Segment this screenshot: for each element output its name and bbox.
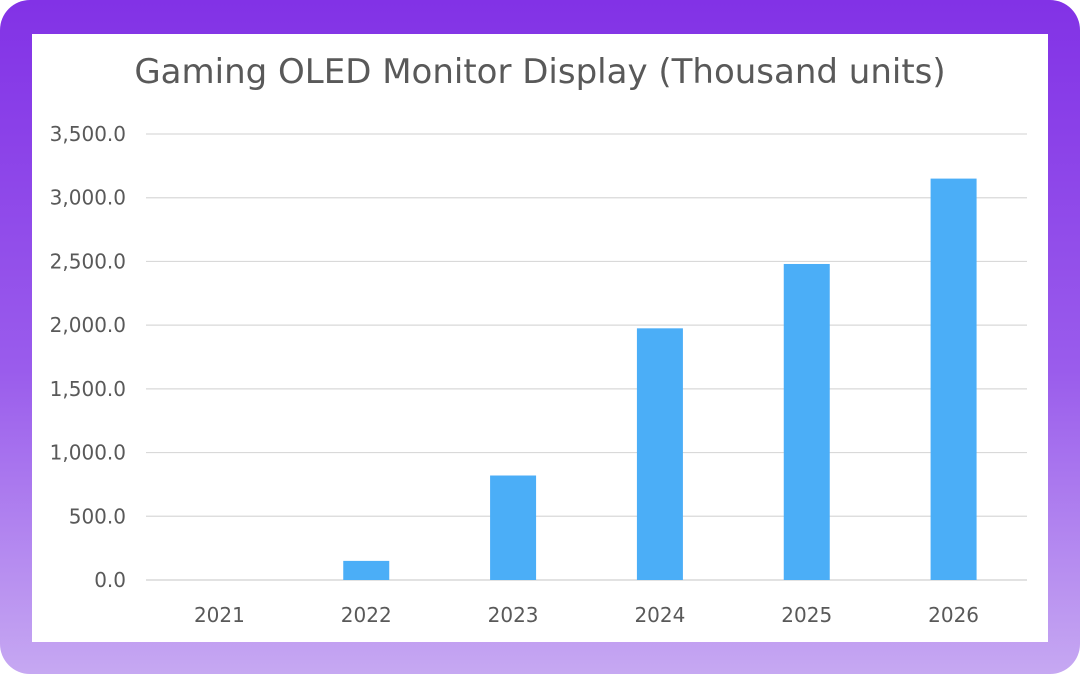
y-tick-label: 1,000.0 <box>50 441 126 465</box>
y-tick-label: 3,000.0 <box>50 186 126 210</box>
x-tick-label: 2024 <box>634 603 685 627</box>
bar-2025 <box>783 263 830 580</box>
bar-2024 <box>636 328 683 580</box>
y-tick-label: 3,500.0 <box>50 122 126 146</box>
bars <box>343 178 977 580</box>
bar-2023 <box>490 475 537 580</box>
y-tick-label: 1,500.0 <box>50 377 126 401</box>
x-axis-ticks: 2021 2022 2023 2024 2025 2026 <box>194 603 979 627</box>
gridlines <box>146 133 1027 581</box>
x-tick-label: 2023 <box>488 603 539 627</box>
x-tick-label: 2021 <box>194 603 245 627</box>
y-tick-label: 2,000.0 <box>50 313 126 337</box>
bar-2026 <box>930 178 977 580</box>
chart-title: Gaming OLED Monitor Display (Thousand un… <box>134 52 946 92</box>
bar-2022 <box>343 560 390 580</box>
y-tick-label: 2,500.0 <box>50 249 126 273</box>
x-tick-label: 2025 <box>781 603 832 627</box>
chart-panel <box>32 34 1048 642</box>
x-tick-label: 2026 <box>928 603 979 627</box>
x-tick-label: 2022 <box>341 603 392 627</box>
y-tick-label: 500.0 <box>69 504 126 528</box>
y-tick-label: 0.0 <box>94 568 126 592</box>
y-axis-ticks: 0.0 500.0 1,000.0 1,500.0 2,000.0 2,500.0 3,00… <box>50 122 126 592</box>
